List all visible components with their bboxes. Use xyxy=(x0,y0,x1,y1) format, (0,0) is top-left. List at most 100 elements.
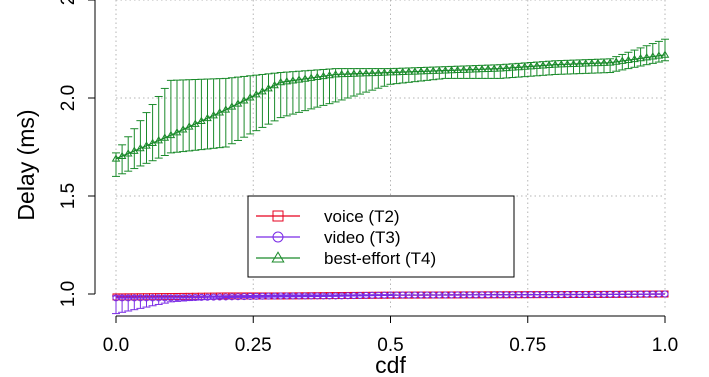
triangle-marker xyxy=(325,70,334,79)
triangle-marker xyxy=(233,99,243,107)
triangle-marker xyxy=(538,61,548,69)
triangle-marker xyxy=(386,68,395,76)
triangle-marker xyxy=(190,119,200,127)
triangle-marker xyxy=(508,63,517,71)
triangle-marker xyxy=(581,59,591,67)
triangle-marker xyxy=(526,61,536,70)
triangle-marker xyxy=(428,66,438,74)
triangle-marker xyxy=(416,66,426,75)
triangle-marker xyxy=(611,57,621,65)
triangle-marker xyxy=(306,73,316,81)
triangle-marker xyxy=(520,62,530,70)
y-tick-label: 2 xyxy=(58,0,79,5)
triangle-marker xyxy=(184,122,194,130)
triangle-marker xyxy=(172,127,182,136)
triangle-marker xyxy=(166,130,176,139)
circle-marker xyxy=(661,290,669,298)
series-triangle xyxy=(111,38,670,177)
triangle-marker xyxy=(447,65,456,74)
triangle-marker xyxy=(331,70,340,78)
triangle-marker xyxy=(276,77,286,86)
triangle-marker xyxy=(514,62,523,71)
series-line xyxy=(115,54,666,160)
triangle-marker xyxy=(453,65,462,74)
x-tick-label: 0.0 xyxy=(103,335,129,356)
triangle-marker xyxy=(495,64,505,72)
triangle-marker xyxy=(154,136,164,144)
triangle-marker xyxy=(599,58,609,66)
triangle-marker xyxy=(648,52,658,60)
triangle-marker xyxy=(294,75,304,83)
triangle-marker xyxy=(563,59,572,68)
axes-layer: 0.0 0.25 0.5 0.75 1.0 1.0 1.5 2.0 2 xyxy=(58,0,678,356)
triangle-marker xyxy=(239,96,249,104)
triangle-marker xyxy=(434,66,444,74)
triangle-marker xyxy=(654,51,664,59)
triangle-marker xyxy=(215,108,225,116)
triangle-marker xyxy=(227,102,237,110)
triangle-marker xyxy=(410,67,420,75)
triangle-marker xyxy=(337,69,347,78)
triangle-marker xyxy=(282,77,292,85)
triangle-marker xyxy=(271,251,285,263)
circle-marker xyxy=(272,231,284,243)
x-tick-label: 0.5 xyxy=(377,335,403,356)
legend-label: voice (T2) xyxy=(324,207,400,226)
legend-label: best-effort (T4) xyxy=(324,249,436,268)
triangle-marker xyxy=(300,74,310,82)
x-tick-label: 0.25 xyxy=(235,335,272,356)
x-axis-title: cdf xyxy=(375,352,406,377)
y-tick-label: 1.5 xyxy=(58,183,79,209)
legend: voice (T2) video (T3) best-effort (T4) xyxy=(247,195,515,278)
triangle-marker xyxy=(404,67,414,75)
series-layer xyxy=(111,38,670,315)
triangle-marker xyxy=(270,80,279,89)
triangle-marker xyxy=(593,58,603,67)
x-tick-label: 1.0 xyxy=(652,335,678,356)
triangle-marker xyxy=(361,68,371,77)
triangle-marker xyxy=(349,69,359,77)
triangle-marker xyxy=(483,64,493,72)
triangle-marker xyxy=(624,55,633,64)
triangle-marker xyxy=(569,59,578,67)
legend-label: video (T3) xyxy=(324,228,401,247)
series-line xyxy=(116,293,666,299)
triangle-marker xyxy=(209,110,218,119)
triangle-marker xyxy=(477,64,487,73)
triangle-marker xyxy=(617,56,627,64)
triangle-marker xyxy=(142,141,151,149)
triangle-marker xyxy=(550,60,560,68)
triangle-marker xyxy=(441,66,450,74)
triangle-marker xyxy=(251,90,261,98)
triangle-marker xyxy=(178,125,188,133)
series-circle xyxy=(112,290,669,315)
triangle-marker xyxy=(636,53,645,62)
triangle-marker xyxy=(422,66,432,75)
triangle-marker xyxy=(398,67,408,75)
y-axis-title: Delay (ms) xyxy=(13,109,39,220)
triangle-marker xyxy=(197,116,206,124)
triangle-marker xyxy=(203,113,212,122)
triangle-marker xyxy=(221,105,231,113)
triangle-marker xyxy=(245,93,255,101)
triangle-marker xyxy=(605,58,615,66)
triangle-marker xyxy=(117,151,127,160)
y-tick-label: 1.0 xyxy=(58,281,79,307)
triangle-marker xyxy=(355,69,365,77)
triangle-marker xyxy=(380,68,389,76)
triangle-marker xyxy=(373,68,383,76)
x-tick-label: 0.75 xyxy=(509,335,546,356)
triangle-marker xyxy=(532,61,542,69)
triangle-marker xyxy=(630,54,639,63)
triangle-marker xyxy=(367,68,377,77)
triangle-marker xyxy=(160,133,170,141)
triangle-marker xyxy=(459,65,469,73)
triangle-marker xyxy=(136,143,145,152)
triangle-marker xyxy=(465,65,475,73)
triangle-marker xyxy=(471,65,481,73)
triangle-marker xyxy=(660,50,670,58)
triangle-marker xyxy=(343,69,353,77)
triangle-marker xyxy=(575,59,584,67)
triangle-marker xyxy=(319,71,328,80)
